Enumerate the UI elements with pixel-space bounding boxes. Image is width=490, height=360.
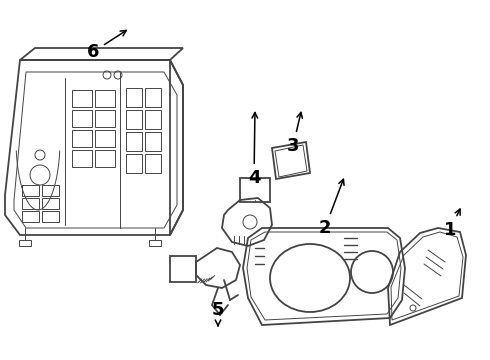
Bar [145,154,161,173]
Text: 4: 4 [248,112,260,187]
Bar [42,185,59,196]
Bar [126,88,142,107]
Bar [95,150,115,167]
Bar [145,132,161,151]
Bar [126,132,142,151]
Bar [149,240,161,246]
Bar [95,130,115,147]
Bar [240,178,270,202]
Bar [42,211,59,222]
Bar [126,110,142,129]
Bar [95,110,115,127]
Text: 1: 1 [444,209,460,239]
Bar [170,256,196,282]
Bar [72,130,92,147]
Bar [22,198,39,209]
Text: 6: 6 [87,31,126,61]
Bar [72,90,92,107]
Bar [126,154,142,173]
Bar [22,211,39,222]
Bar [19,240,31,246]
Bar [145,88,161,107]
Bar [72,150,92,167]
Bar [42,198,59,209]
Bar [145,110,161,129]
Text: 2: 2 [319,179,344,237]
Text: 3: 3 [287,112,302,155]
Bar [72,110,92,127]
Bar [22,185,39,196]
Text: 5: 5 [212,301,224,325]
Bar [95,90,115,107]
